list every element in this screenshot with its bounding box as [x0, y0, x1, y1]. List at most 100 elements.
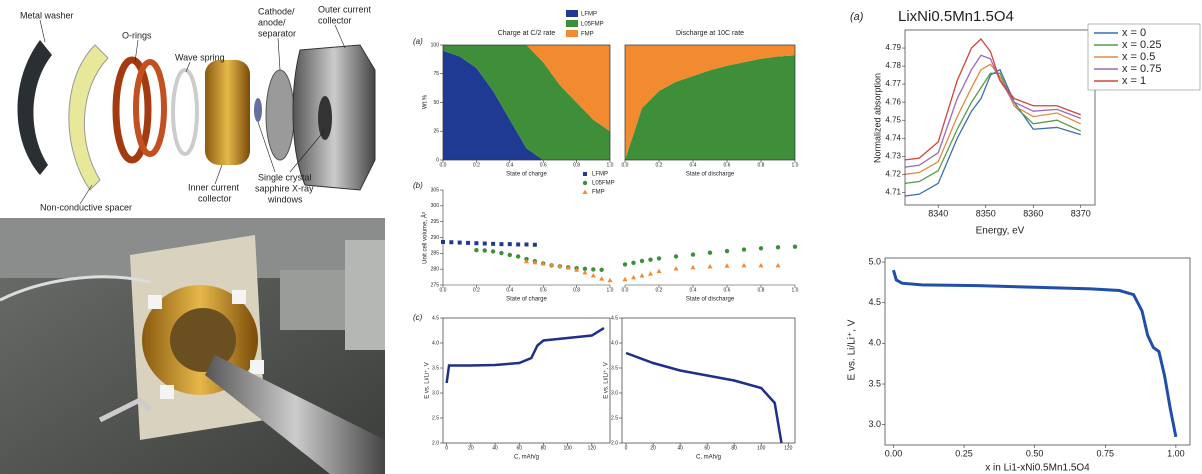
x-tick-label: 0.4 — [690, 162, 697, 168]
plot-frame — [884, 257, 1191, 446]
point — [524, 242, 529, 247]
y-tick-label: 285 — [431, 251, 440, 257]
panel-label: (b) — [413, 181, 423, 190]
y-tick-label: 25 — [433, 129, 439, 135]
window-shape — [254, 98, 262, 122]
y-tick-label: 75 — [433, 71, 439, 77]
point — [590, 273, 596, 278]
x-tick-label: 100 — [757, 445, 766, 451]
point — [582, 269, 588, 275]
point — [792, 244, 798, 249]
data-line — [904, 63, 1082, 175]
panel-label: (c) — [413, 313, 423, 322]
x-tick-label: 0 — [445, 445, 448, 451]
plot-frame — [621, 317, 796, 444]
data-line — [892, 269, 1178, 438]
cell-diagram: Metal washer O-rings Wave spring Cathode… — [17, 4, 376, 212]
housing-hole — [318, 96, 332, 140]
point — [490, 249, 496, 254]
data-line — [445, 326, 605, 384]
data-line — [904, 72, 1082, 184]
y-tick-label: 3.0 — [868, 419, 881, 429]
y-axis-label: E vs. Li/Li⁺, V — [847, 319, 858, 380]
legend-label: LFMP — [592, 172, 608, 178]
y-tick-label: 4.74 — [885, 133, 901, 142]
x-axis-label: State of discharge — [686, 172, 735, 178]
data-line — [625, 351, 783, 444]
point — [648, 257, 653, 262]
y-tick-label: 4.79 — [885, 43, 901, 52]
x-tick-label: 0.6 — [540, 162, 547, 168]
x-axis-label: x in Li1-xNi0.5Mn1.5O4 — [985, 463, 1090, 474]
label: Non-conductive spacer — [40, 202, 132, 212]
legend-label: x = 0.25 — [1122, 39, 1161, 51]
point — [673, 254, 679, 259]
separator-shape — [265, 69, 295, 161]
point — [582, 189, 588, 194]
legend-label: x = 0.75 — [1122, 63, 1161, 75]
x-tick-label: 40 — [492, 445, 498, 451]
data-line — [904, 68, 1081, 197]
x-tick-label: 60 — [516, 445, 522, 451]
point — [457, 240, 462, 245]
x-tick-label: 100 — [563, 445, 572, 451]
clip — [250, 360, 264, 374]
y-tick-label: 275 — [431, 282, 440, 288]
legend-label: x = 0.5 — [1122, 51, 1155, 63]
point — [599, 267, 604, 272]
x-tick-label: 120 — [784, 445, 793, 451]
x-tick-label: 8370 — [1071, 208, 1091, 218]
point — [574, 267, 580, 272]
x-tick-label: 0.0 — [622, 287, 629, 293]
x-tick-label: 20 — [468, 445, 474, 451]
label: windows — [267, 194, 303, 204]
x-tick-label: 0.2 — [656, 162, 663, 168]
y-tick-label: 5.0 — [868, 256, 881, 266]
x-axis-label: C, mAh/g — [696, 455, 721, 461]
y-tick-label: 4.78 — [885, 61, 901, 70]
point — [622, 262, 628, 267]
x-tick-label: 0.50 — [1026, 448, 1044, 458]
y-tick-label: 4.73 — [885, 151, 901, 160]
area-band — [443, 45, 610, 160]
metal-washer-shape — [17, 40, 52, 175]
label: Cathode/ — [258, 6, 295, 16]
x-tick-label: 8340 — [928, 208, 948, 218]
point — [775, 245, 781, 250]
point — [532, 242, 537, 247]
plot-frame — [624, 44, 796, 161]
point — [524, 258, 529, 264]
point — [741, 262, 747, 268]
point — [758, 262, 764, 268]
label: Single crystal — [258, 172, 312, 182]
point — [557, 263, 563, 268]
point — [449, 240, 454, 245]
point — [582, 266, 588, 272]
x-tick-label: 0.8 — [573, 162, 580, 168]
legend-swatch — [566, 30, 578, 37]
chart-title: LixNi0.5Mn1.5O4 — [898, 8, 1014, 25]
label: separator — [258, 28, 296, 38]
y-tick-label: 2.0 — [611, 440, 618, 446]
x-tick-label: 0.6 — [724, 287, 731, 293]
y-tick-label: 50 — [433, 100, 439, 106]
point — [499, 242, 504, 247]
legend-label: FMP — [581, 32, 594, 38]
point — [707, 250, 713, 255]
label: sapphire X-ray — [255, 183, 314, 193]
point — [639, 273, 645, 278]
area-band — [625, 45, 795, 160]
legend-swatch — [566, 10, 578, 17]
x-tick-label: 1.00 — [1167, 448, 1185, 458]
data-line — [904, 38, 1081, 161]
point — [648, 271, 653, 276]
point — [507, 252, 512, 258]
y-tick-label: 295 — [431, 219, 440, 225]
y-axis-label: E vs. Li/Li⁺, V — [603, 362, 610, 399]
x-tick-label: 0.6 — [724, 162, 731, 168]
gold-ring-inner — [170, 308, 236, 372]
panel-title: Discharge at 10C rate — [676, 30, 744, 37]
x-tick-label: 1.0 — [607, 287, 614, 293]
x-tick-label: 8360 — [1023, 208, 1043, 218]
